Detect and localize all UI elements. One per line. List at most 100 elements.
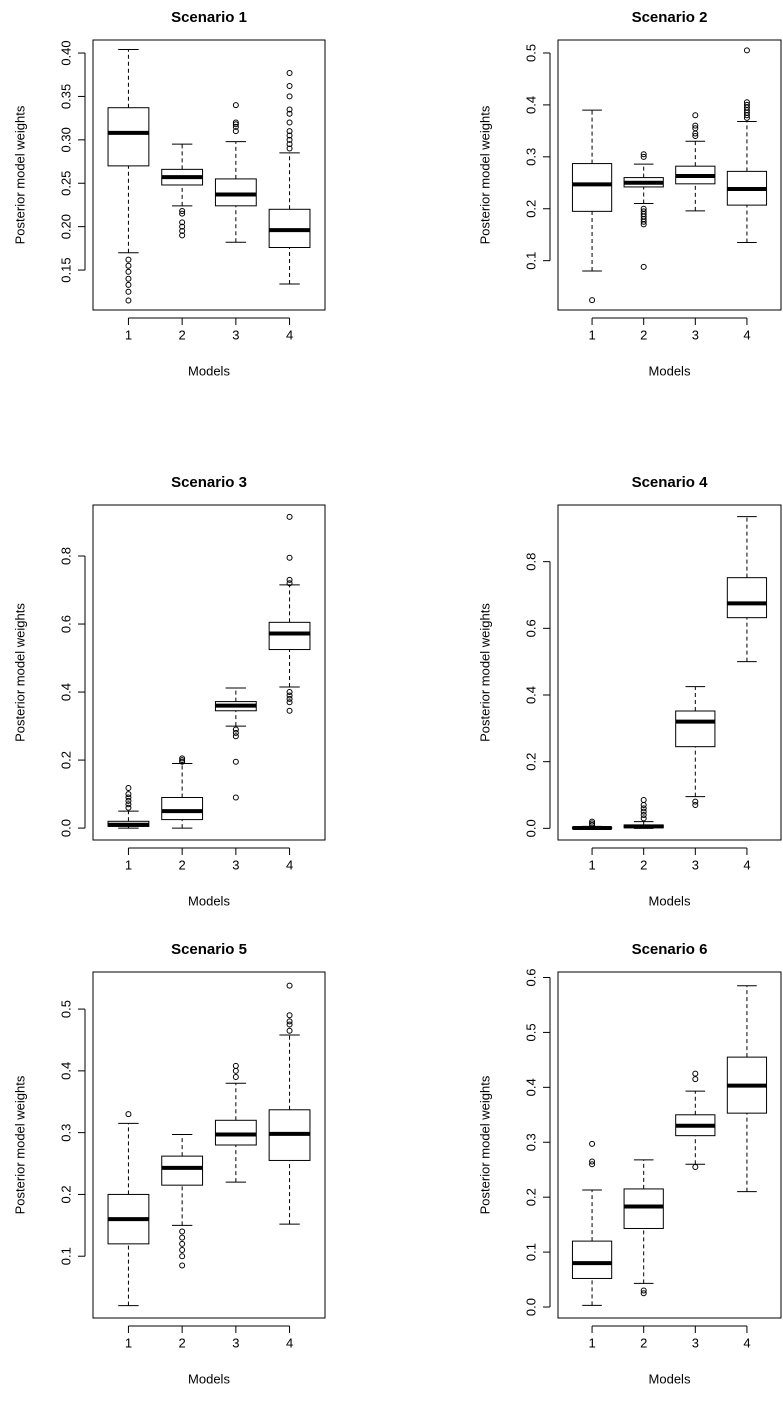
outlier — [232, 1067, 239, 1074]
outlier — [232, 733, 239, 740]
y-tick-label: 0.1 — [523, 252, 538, 270]
outlier — [232, 121, 239, 128]
y-tick-label: 0.0 — [58, 819, 73, 837]
x-tick-label: 3 — [232, 857, 239, 872]
box — [268, 621, 311, 651]
outlier — [589, 297, 596, 304]
y-tick-label: 0.3 — [523, 148, 538, 166]
outlier — [589, 820, 596, 827]
outlier — [692, 1070, 699, 1077]
plot-frame — [557, 39, 782, 311]
outlier — [640, 1287, 647, 1294]
outlier — [179, 1228, 186, 1235]
outlier — [640, 1290, 647, 1297]
box — [623, 1188, 664, 1229]
outlier — [692, 1076, 699, 1083]
box — [675, 710, 716, 748]
y-axis-label: Posterior model weights — [477, 105, 492, 244]
plot-frame — [92, 971, 326, 1319]
outlier — [179, 219, 186, 226]
x-tick-label: 4 — [743, 1335, 750, 1350]
outlier — [179, 208, 186, 215]
y-tick-label: 0.2 — [523, 753, 538, 771]
outlier — [286, 69, 293, 76]
outlier — [232, 729, 239, 736]
outlier — [640, 218, 647, 225]
plot-frame — [92, 39, 326, 311]
chart-title: Scenario 4 — [632, 474, 709, 491]
outlier — [125, 262, 132, 269]
outlier — [692, 802, 699, 808]
y-tick-label: 0.2 — [523, 200, 538, 218]
y-tick-label: 0.8 — [523, 553, 538, 571]
outlier — [286, 554, 293, 561]
y-tick-label: 0.3 — [523, 1133, 538, 1151]
outlier — [743, 99, 750, 106]
y-axis-label: Posterior model weights — [477, 1075, 492, 1214]
outlier — [640, 805, 647, 812]
y-tick-label: 0.5 — [523, 44, 538, 62]
y-tick-label: 0.4 — [58, 683, 73, 701]
x-tick-label: 3 — [692, 857, 699, 872]
box — [571, 1240, 613, 1279]
y-axis-label: Posterior model weights — [12, 1075, 27, 1214]
outlier — [179, 1253, 186, 1260]
outlier — [286, 699, 293, 706]
outlier — [125, 784, 132, 791]
outlier — [286, 106, 293, 113]
outlier — [179, 1262, 186, 1269]
outlier — [125, 268, 132, 275]
x-tick-label: 3 — [692, 1335, 699, 1350]
x-axis-label: Models — [649, 1371, 691, 1386]
x-axis-label: Models — [649, 363, 691, 378]
outlier — [179, 1234, 186, 1241]
x-tick-label: 4 — [743, 327, 750, 342]
x-tick-label: 2 — [640, 857, 647, 872]
outlier — [179, 223, 186, 230]
y-axis-label: Posterior model weights — [12, 603, 27, 742]
y-tick-label: 0.6 — [523, 968, 538, 986]
x-tick-label: 1 — [125, 327, 132, 342]
y-tick-label: 0.6 — [58, 615, 73, 633]
y-tick-label: 0.1 — [58, 1247, 73, 1265]
outlier — [179, 210, 186, 217]
outlier — [286, 513, 293, 520]
outlier — [286, 1012, 293, 1019]
outlier — [692, 1163, 699, 1170]
y-tick-label: 0.8 — [58, 547, 73, 565]
y-axis-label: Posterior model weights — [12, 105, 27, 244]
outlier — [125, 256, 132, 263]
y-tick-label: 0.4 — [523, 96, 538, 114]
y-tick-label: 0.35 — [58, 84, 73, 109]
outlier — [286, 145, 293, 152]
x-tick-label: 1 — [588, 327, 595, 342]
y-tick-label: 0.30 — [58, 127, 73, 152]
outlier — [640, 808, 647, 815]
outlier — [286, 128, 293, 135]
chart-title: Scenario 1 — [171, 9, 247, 26]
box — [571, 163, 613, 212]
outlier — [692, 112, 699, 119]
y-tick-label: 0.2 — [58, 751, 73, 769]
chart-title: Scenario 3 — [171, 474, 247, 491]
x-tick-label: 3 — [692, 327, 699, 342]
x-tick-label: 4 — [286, 857, 293, 872]
outlier — [125, 794, 132, 801]
outlier — [640, 153, 647, 160]
outlier — [232, 123, 239, 130]
x-tick-label: 4 — [286, 327, 293, 342]
outlier — [286, 141, 293, 148]
outlier — [232, 794, 239, 801]
outlier — [286, 132, 293, 139]
outlier — [640, 151, 647, 158]
outlier — [286, 1021, 293, 1028]
outlier — [286, 83, 293, 90]
x-tick-label: 4 — [743, 857, 750, 872]
outlier — [232, 102, 239, 109]
outlier — [125, 281, 132, 288]
x-tick-label: 4 — [286, 1335, 293, 1350]
outlier — [286, 1018, 293, 1025]
outlier — [179, 227, 186, 234]
